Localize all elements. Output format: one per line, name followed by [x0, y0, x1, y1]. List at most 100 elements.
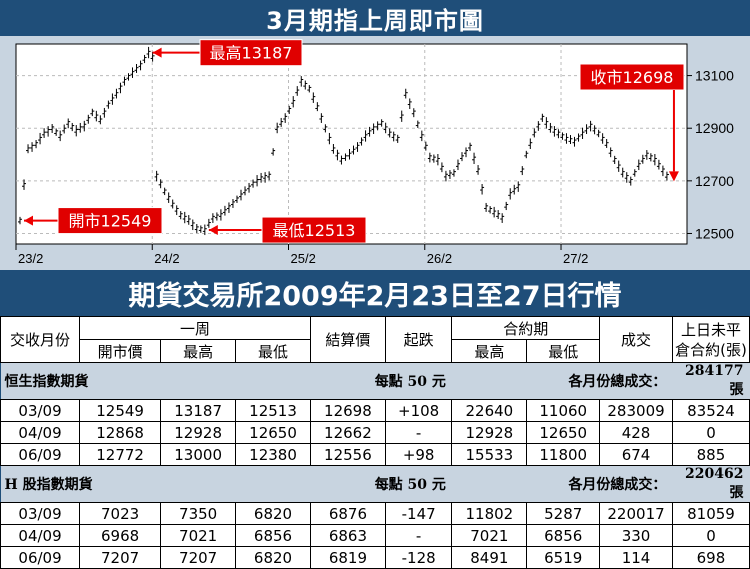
- table-cell: 03/09: [0, 502, 81, 525]
- x-tick-label: 26/2: [427, 251, 452, 266]
- low-box: [261, 216, 367, 244]
- table-cell: 6876: [309, 502, 386, 525]
- annotations: 最高13187 開市12549 最低12513 收市12698: [24, 39, 685, 244]
- table-cell: 12928: [160, 421, 237, 444]
- table-cell: 12772: [79, 443, 162, 466]
- section-per-point: 每點 50 元: [310, 362, 452, 400]
- col-oi: 上日未平倉合約(張): [671, 316, 750, 363]
- low-arrow-head: [208, 225, 218, 236]
- table-cell: -147: [384, 502, 453, 525]
- table-title-bar: 期貨交易所2009年2月23日至27日行情: [0, 270, 750, 316]
- price-bars: [18, 46, 669, 236]
- header-row-2: 開市價 最高 最低 最高 最低: [1, 339, 750, 363]
- table-cell: 7350: [160, 502, 237, 525]
- section-header: 恒生指數期貨 每點 50 元各月份總成交： 284177 張: [0, 362, 750, 400]
- table-cell: +98: [384, 443, 453, 466]
- y-axis-ticks: 12500 12700 12900 13100: [687, 68, 734, 241]
- col-c-high: 最高: [451, 339, 528, 363]
- table-cell: 06/09: [0, 546, 81, 569]
- table-cell: -128: [384, 546, 453, 569]
- table-row: 06/09 7207 7207 6820 6819 -128 8491 6519 114 698: [0, 546, 750, 569]
- table-cell: 04/09: [0, 524, 81, 547]
- table-cell: 7021: [160, 524, 237, 547]
- col-c-low: 最低: [526, 339, 601, 363]
- table-cell: 7023: [79, 502, 162, 525]
- x-axis-ticks: 23/2 24/2 25/2 26/2 27/2: [15, 244, 588, 266]
- section-name: H 股指數期貨: [0, 465, 311, 503]
- y-tick-label: 12700: [695, 173, 734, 189]
- table-cell: 5287: [526, 502, 601, 525]
- section-total-label: 各月份總成交：: [451, 362, 673, 400]
- table-cell: 81059: [671, 502, 750, 525]
- close-label: 收市12698: [591, 68, 674, 87]
- table-cell: 6968: [79, 524, 162, 547]
- y-tick-label: 12500: [695, 225, 734, 241]
- y-tick-label: 12900: [695, 120, 734, 136]
- col-volume: 成交: [599, 316, 673, 363]
- table-cell: 283009: [599, 399, 673, 422]
- table-title: 期貨交易所2009年2月23日至27日行情: [128, 280, 622, 312]
- table-cell: 06/09: [0, 443, 81, 466]
- table-cell: 12650: [235, 421, 311, 444]
- col-contract: 合約期: [451, 316, 601, 340]
- col-change: 起跌: [384, 316, 453, 363]
- col-settle: 結算價: [309, 316, 386, 363]
- high-label: 最高13187: [210, 44, 293, 63]
- col-low: 最低: [235, 339, 311, 363]
- table-cell: 12549: [79, 399, 162, 422]
- chart-title: 3月期指上周即市圖: [266, 6, 484, 35]
- table-cell: 885: [671, 443, 750, 466]
- table-cell: 6856: [235, 524, 311, 547]
- y-tick-label: 13100: [695, 68, 734, 84]
- table-cell: 11060: [526, 399, 601, 422]
- table-cell: 12556: [309, 443, 386, 466]
- section-total: 220462 張: [672, 465, 750, 503]
- table-cell: 0: [671, 524, 750, 547]
- table-cell: 12650: [526, 421, 601, 444]
- table-cell: 428: [599, 421, 673, 444]
- section-header: H 股指數期貨 每點 50 元各月份總成交： 220462 張: [0, 465, 750, 503]
- futures-table: 交收月份 一周 結算價 起跌 合約期 成交 上日未平倉合約(張) 開市價 最高 …: [0, 316, 750, 569]
- x-tick-label: 27/2: [563, 251, 588, 266]
- table-cell: 6820: [235, 546, 311, 569]
- table-cell: 6819: [309, 546, 386, 569]
- open-label: 開市12549: [69, 212, 152, 231]
- table-cell: 220017: [599, 502, 673, 525]
- table-cell: 7021: [451, 524, 528, 547]
- low-label: 最低12513: [273, 221, 356, 240]
- table-cell: +108: [384, 399, 453, 422]
- table-cell: 6519: [526, 546, 601, 569]
- open-box: [57, 207, 163, 235]
- table-cell: 674: [599, 443, 673, 466]
- table-cell: 114: [599, 546, 673, 569]
- table-cell: 7207: [79, 546, 162, 569]
- table-cell: -: [384, 524, 453, 547]
- section-total: 284177 張: [672, 362, 750, 400]
- table-cell: -: [384, 421, 453, 444]
- x-tick-label: 23/2: [18, 251, 43, 266]
- col-open: 開市價: [79, 339, 162, 363]
- grid-lines: [16, 44, 687, 244]
- table-cell: 13187: [160, 399, 237, 422]
- table-cell: 13000: [160, 443, 237, 466]
- table-row: 04/09 6968 7021 6856 6863-7021 6856 330 0: [0, 524, 750, 547]
- col-month: 交收月份: [0, 316, 81, 363]
- table-cell: 12513: [235, 399, 311, 422]
- table-cell: 12380: [235, 443, 311, 466]
- table-cell: 6856: [526, 524, 601, 547]
- chart-title-bar: 3月期指上周即市圖: [0, 0, 750, 36]
- header-row-1: 交收月份 一周 結算價 起跌 合約期 成交 上日未平倉合約(張): [0, 316, 750, 363]
- table-cell: 15533: [451, 443, 528, 466]
- high-box: [199, 39, 303, 67]
- table-cell: 12928: [451, 421, 528, 444]
- table-row: 04/09 12868 12928 12650 12662-12928 12650 428 0: [0, 421, 750, 444]
- table-cell: 698: [671, 546, 750, 569]
- table-cell: 6820: [235, 502, 311, 525]
- section-per-point: 每點 50 元: [310, 465, 452, 503]
- table-row: 03/09 12549 13187 12513 12698 +108 22640 11060 2…: [0, 399, 750, 422]
- close-arrow-head: [668, 171, 679, 182]
- table-cell: 12698: [309, 399, 386, 422]
- table-cell: 04/09: [0, 421, 81, 444]
- open-arrow-head: [24, 215, 33, 226]
- table-row: 06/09 12772 13000 12380 12556 +98 15533 11800 67…: [0, 443, 750, 466]
